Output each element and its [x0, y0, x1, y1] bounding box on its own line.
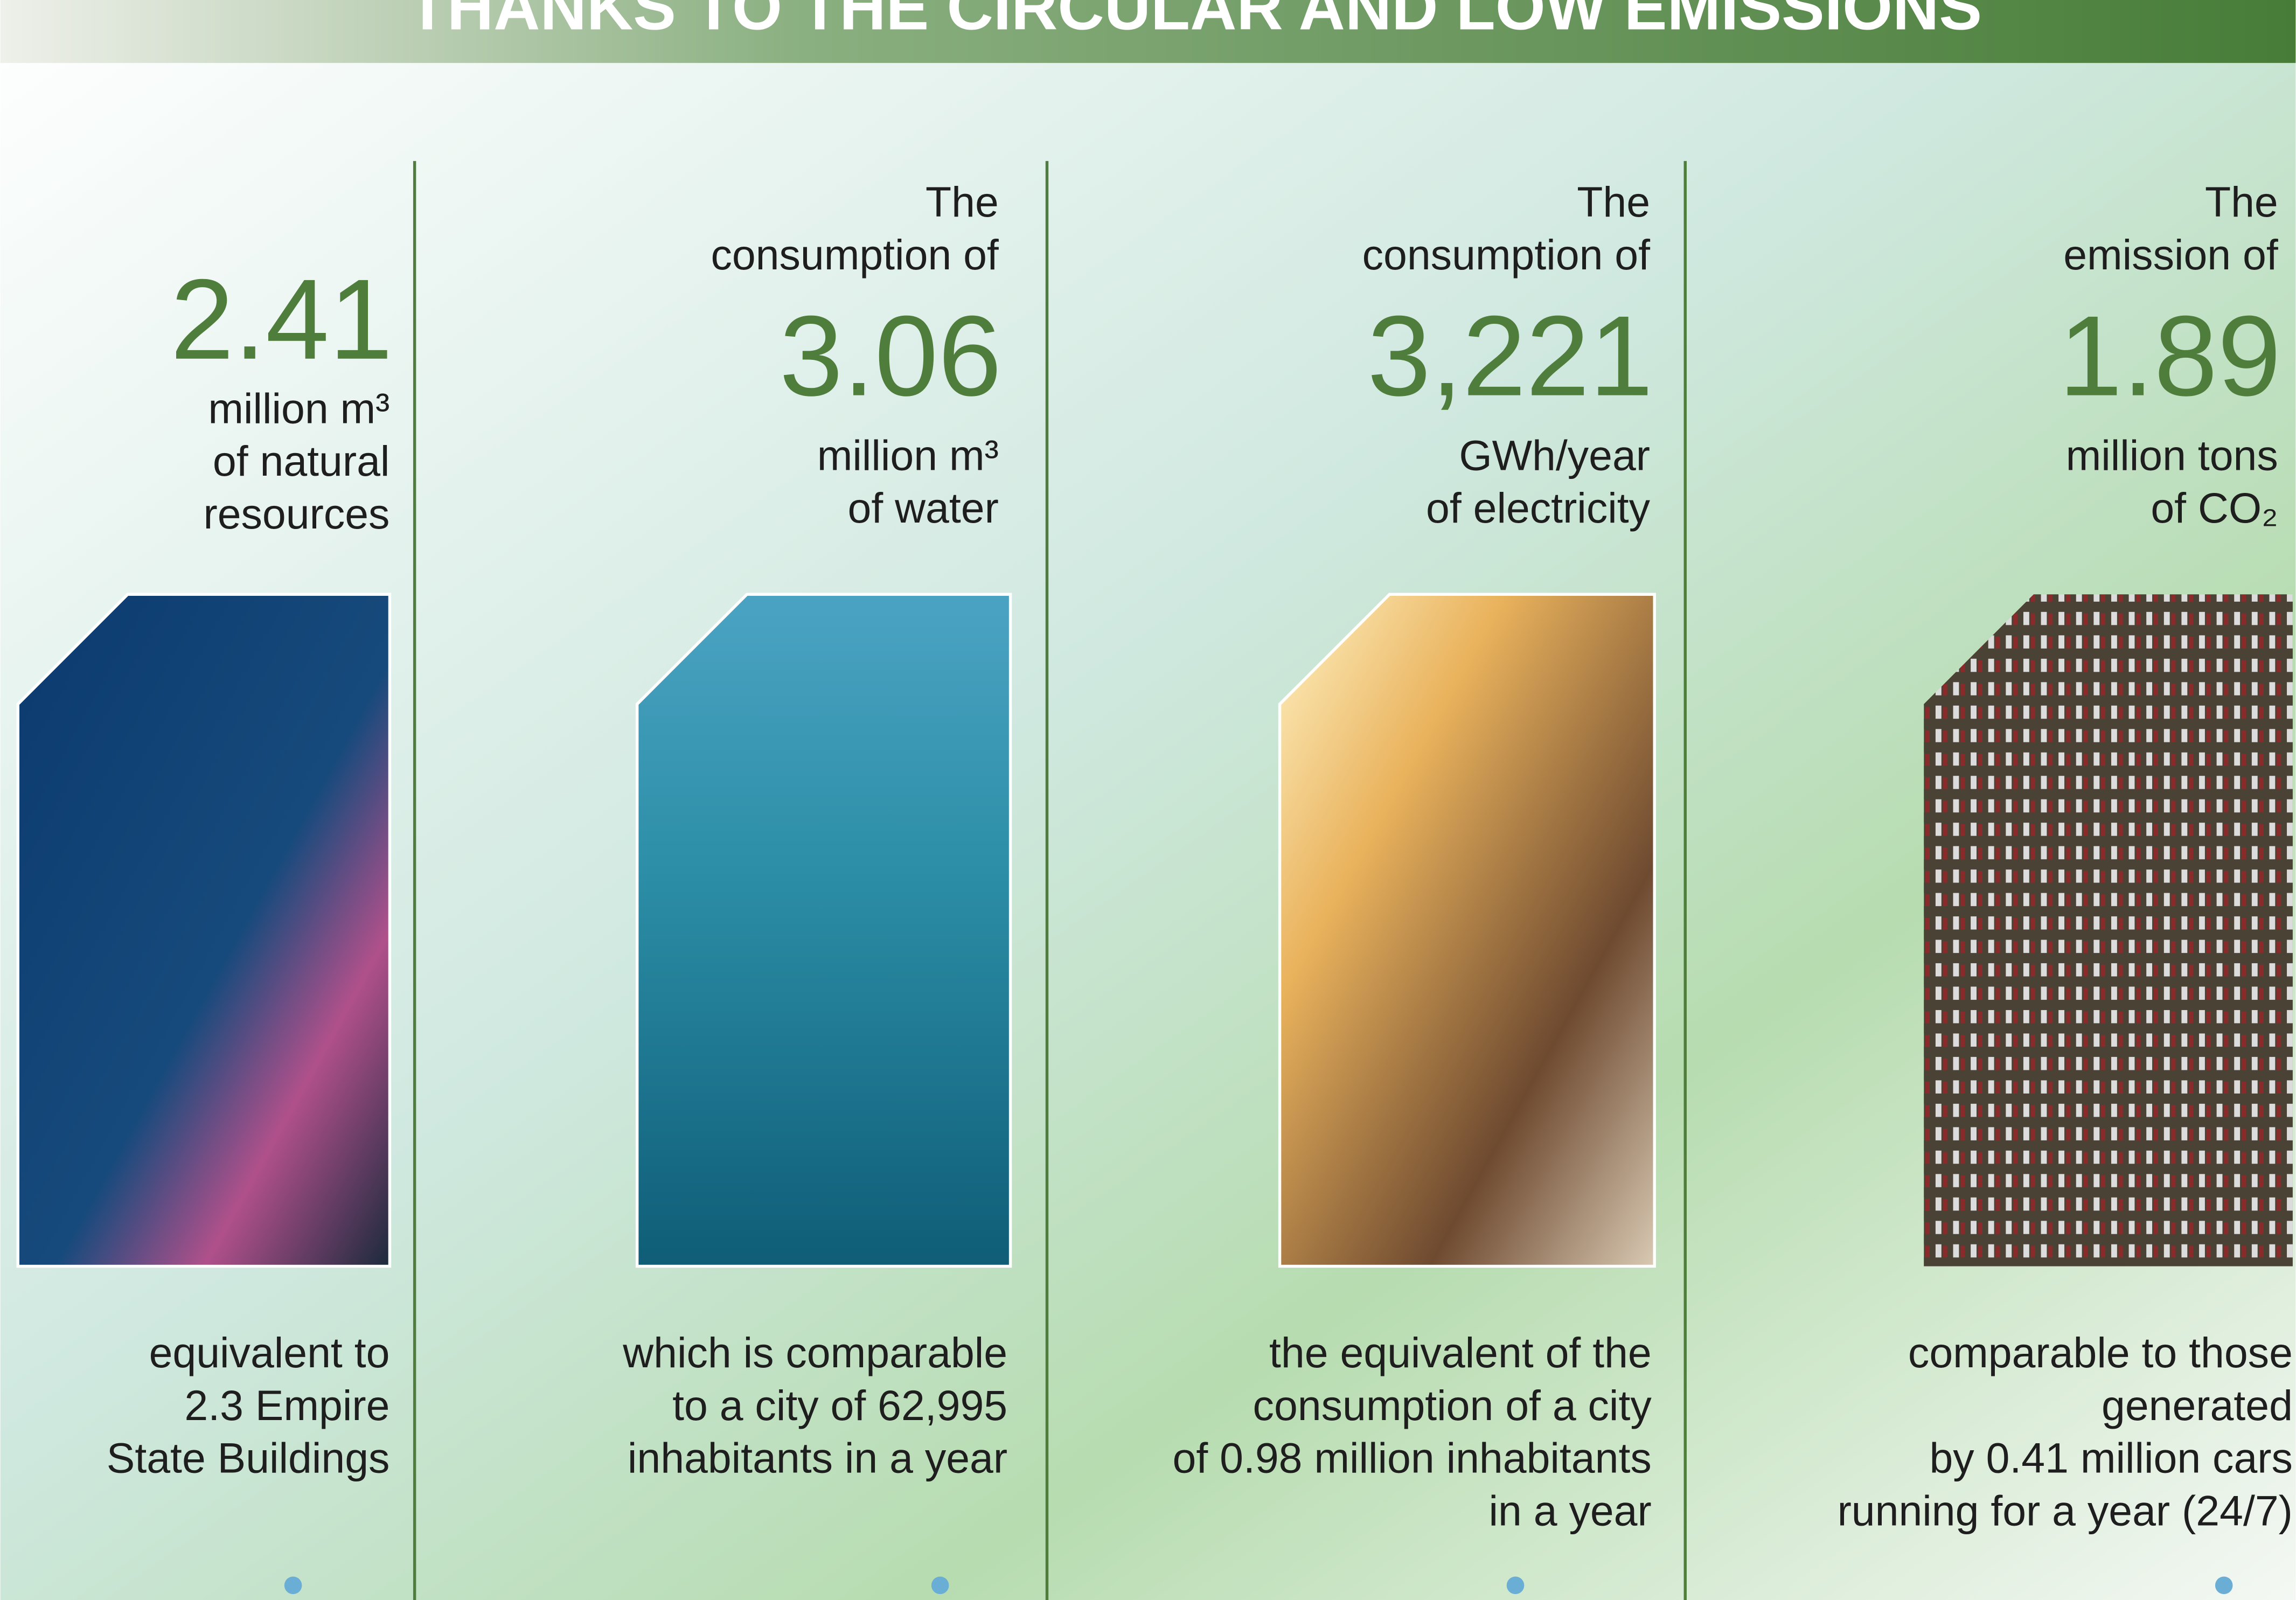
unit-text: of electricity — [1426, 484, 1651, 532]
stat-value: 3.06 — [780, 292, 1002, 420]
description-text: State Buildings — [107, 1435, 390, 1482]
dot — [1507, 1577, 1525, 1595]
page: THANKS TO THE CIRCULAR AND LOW EMISSIONS… — [0, 0, 2296, 1600]
intro-text: The — [2205, 178, 2278, 226]
unit-text: million m³ — [208, 385, 389, 432]
description-text: 2.3 Empire — [184, 1382, 389, 1429]
description-text: generated — [2102, 1382, 2293, 1429]
description-text: of 0.98 million inhabitants — [1173, 1435, 1652, 1482]
intro-text: consumption of — [1362, 231, 1650, 279]
intro-text: The — [926, 178, 999, 226]
intro-text: consumption of — [711, 231, 998, 279]
unit-text: million tons — [2066, 432, 2278, 479]
dot — [284, 1577, 302, 1595]
photo-water — [637, 594, 1011, 1266]
description-text: the equivalent of the — [1269, 1329, 1652, 1376]
unit-text: of water — [848, 484, 999, 532]
dot — [931, 1577, 949, 1595]
description-text: in a year — [1489, 1487, 1652, 1534]
unit-text: of natural — [213, 437, 390, 485]
header-title: THANKS TO THE CIRCULAR AND LOW EMISSIONS — [408, 0, 1982, 43]
description-text: comparable to those — [1908, 1329, 2293, 1376]
description-text: by 0.41 million cars — [1929, 1435, 2292, 1482]
stat-value: 2.41 — [170, 255, 392, 383]
unit-text: resources — [203, 490, 389, 538]
photo-car-park — [1924, 594, 2293, 1266]
description-text: equivalent to — [149, 1329, 390, 1376]
unit-text: of CO₂ — [2151, 484, 2278, 532]
description-text: consumption of a city — [1253, 1382, 1652, 1429]
infographic: THANKS TO THE CIRCULAR AND LOW EMISSIONS… — [0, 0, 2296, 1600]
stat-value: 1.89 — [2059, 292, 2281, 420]
description-text: which is comparable — [622, 1329, 1007, 1376]
intro-text: The — [1577, 178, 1650, 226]
photo-city-street — [1280, 594, 1655, 1266]
description-text: inhabitants in a year — [628, 1435, 1007, 1482]
intro-text: emission of — [2063, 231, 2278, 279]
dot — [2215, 1577, 2233, 1595]
photo-empire-state — [18, 594, 389, 1266]
stat-value: 3,221 — [1367, 292, 1653, 420]
description-text: to a city of 62,995 — [672, 1382, 1007, 1429]
unit-text: GWh/year — [1459, 432, 1650, 479]
unit-text: million m³ — [817, 432, 999, 479]
description-text: running for a year (24/7) — [1838, 1487, 2293, 1534]
